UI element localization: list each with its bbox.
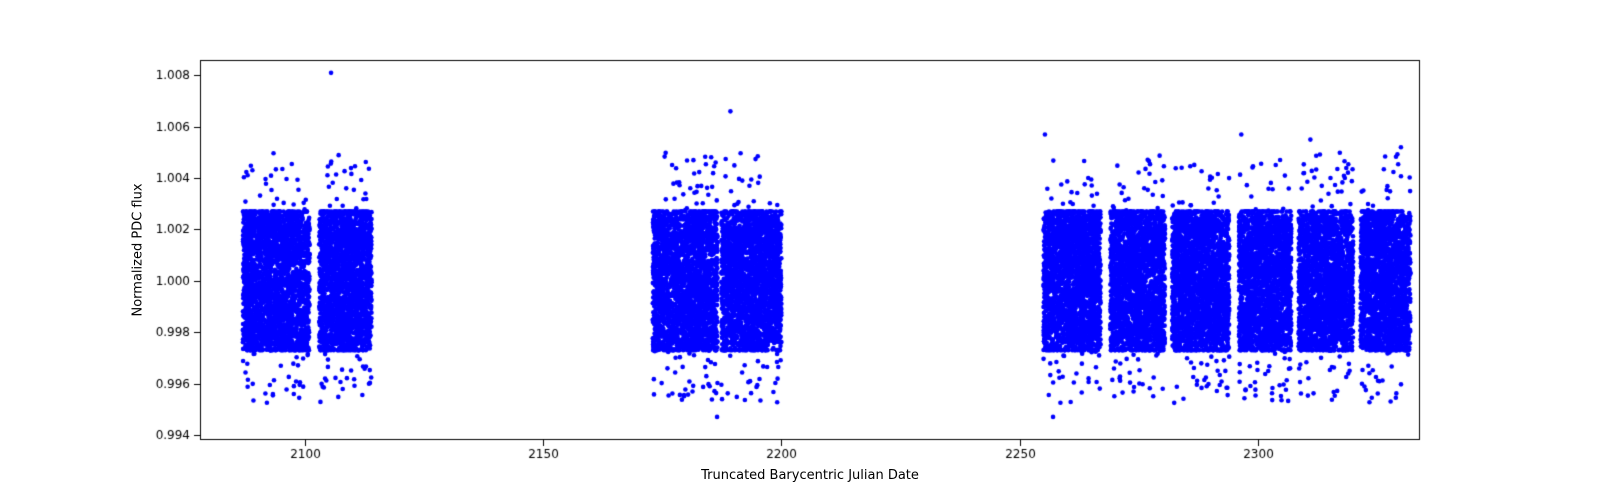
x-axis-label: Truncated Barycentric Julian Date — [701, 468, 919, 483]
chart-container: Truncated Barycentric Julian Date Normal… — [0, 0, 1600, 500]
scatter-plot-canvas — [0, 0, 1600, 500]
y-axis-label: Normalized PDC flux — [131, 183, 146, 316]
